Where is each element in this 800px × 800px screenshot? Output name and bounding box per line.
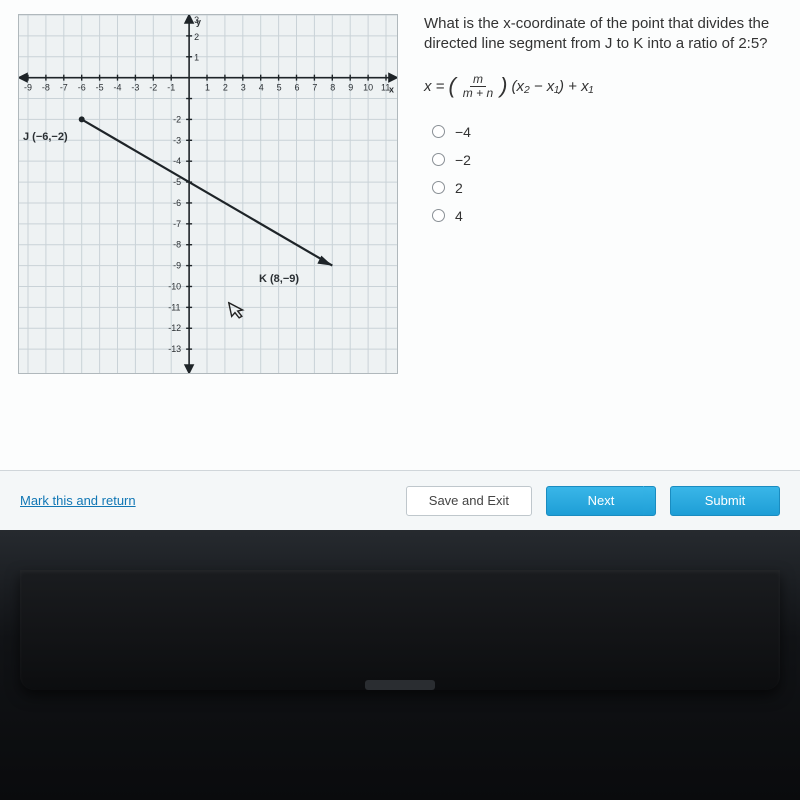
svg-text:-4: -4 xyxy=(173,156,181,166)
radio-icon xyxy=(432,209,445,222)
svg-text:5: 5 xyxy=(277,83,282,93)
option-c[interactable]: 2 xyxy=(432,180,770,196)
svg-text:x: x xyxy=(389,85,394,95)
option-label: 4 xyxy=(455,208,463,224)
svg-text:y: y xyxy=(196,17,201,27)
svg-text:-1: -1 xyxy=(167,83,175,93)
option-label: −2 xyxy=(455,152,471,168)
question-line1: What is the x-coordinate of the point th… xyxy=(424,15,769,32)
next-button[interactable]: Next xyxy=(546,486,656,516)
svg-text:-7: -7 xyxy=(173,219,181,229)
question-panel: What is the x-coordinate of the point th… xyxy=(398,14,782,460)
svg-text:1: 1 xyxy=(194,53,199,63)
svg-text:-8: -8 xyxy=(42,83,50,93)
point-j-label: J (−6,−2) xyxy=(23,131,68,143)
svg-text:-7: -7 xyxy=(60,83,68,93)
option-a[interactable]: −4 xyxy=(432,124,770,140)
formula-rhs: (x₂ − x₁) + x₁ xyxy=(511,78,593,95)
svg-text:4: 4 xyxy=(259,83,264,93)
svg-text:-9: -9 xyxy=(173,261,181,271)
radio-icon xyxy=(432,125,445,138)
svg-text:2: 2 xyxy=(223,83,228,93)
radio-icon xyxy=(432,153,445,166)
question-text: What is the x-coordinate of the point th… xyxy=(424,14,770,55)
svg-text:-2: -2 xyxy=(149,83,157,93)
svg-text:-3: -3 xyxy=(173,135,181,145)
quiz-window: -9-8-7 -6-5-4 -3-2-1 123 456 789 1011 12… xyxy=(0,0,800,530)
option-d[interactable]: 4 xyxy=(432,208,770,224)
svg-text:-5: -5 xyxy=(96,83,104,93)
save-exit-button[interactable]: Save and Exit xyxy=(406,486,532,516)
submit-button[interactable]: Submit xyxy=(670,486,780,516)
coordinate-graph: -9-8-7 -6-5-4 -3-2-1 123 456 789 1011 12… xyxy=(18,14,398,374)
svg-text:-12: -12 xyxy=(168,323,181,333)
svg-text:9: 9 xyxy=(348,83,353,93)
question-line2: directed line segment from J to K into a… xyxy=(424,35,768,52)
svg-text:2: 2 xyxy=(194,32,199,42)
content-area: -9-8-7 -6-5-4 -3-2-1 123 456 789 1011 12… xyxy=(0,0,800,470)
mark-return-link[interactable]: Mark this and return xyxy=(20,493,136,508)
monitor-bezel xyxy=(0,530,800,800)
fraction-numerator: m xyxy=(470,73,486,87)
svg-text:-6: -6 xyxy=(173,198,181,208)
svg-text:7: 7 xyxy=(312,83,317,93)
svg-text:10: 10 xyxy=(363,83,373,93)
svg-text:-8: -8 xyxy=(173,240,181,250)
option-label: 2 xyxy=(455,180,463,196)
svg-text:-6: -6 xyxy=(78,83,86,93)
svg-text:-13: -13 xyxy=(168,344,181,354)
svg-text:-4: -4 xyxy=(114,83,122,93)
svg-text:6: 6 xyxy=(295,83,300,93)
svg-text:-3: -3 xyxy=(131,83,139,93)
svg-text:8: 8 xyxy=(330,83,335,93)
point-k-label: K (8,−9) xyxy=(259,273,299,285)
svg-text:3: 3 xyxy=(241,83,246,93)
formula-fraction: m m + n xyxy=(460,73,496,100)
formula-lhs: x = xyxy=(424,78,444,95)
graph-svg: -9-8-7 -6-5-4 -3-2-1 123 456 789 1011 12… xyxy=(19,15,397,373)
option-label: −4 xyxy=(455,124,471,140)
svg-text:-11: -11 xyxy=(168,302,180,312)
svg-text:-5: -5 xyxy=(173,177,181,187)
formula: x = ( m m + n ) (x₂ − x₁) + x₁ xyxy=(424,73,770,100)
radio-icon xyxy=(432,181,445,194)
option-b[interactable]: −2 xyxy=(432,152,770,168)
fraction-denominator: m + n xyxy=(460,87,496,100)
footer-bar: Mark this and return Save and Exit Next … xyxy=(0,470,800,530)
answer-options: −4 −2 2 4 xyxy=(432,124,770,224)
svg-text:-9: -9 xyxy=(24,83,32,93)
svg-text:-2: -2 xyxy=(173,114,181,124)
svg-text:1: 1 xyxy=(205,83,210,93)
svg-text:-10: -10 xyxy=(168,281,181,291)
